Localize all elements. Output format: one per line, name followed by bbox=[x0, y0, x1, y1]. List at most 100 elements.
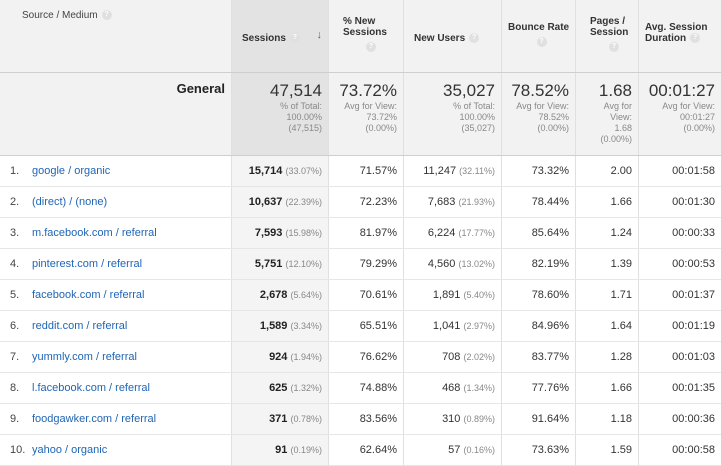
sessions-cell: 7,593 (15.98%) bbox=[231, 218, 328, 248]
source-link[interactable]: yahoo / organic bbox=[32, 444, 108, 456]
header-new-users[interactable]: New Users? bbox=[403, 0, 501, 72]
row-index: 1. bbox=[10, 165, 20, 177]
sessions-value: 924 bbox=[269, 351, 288, 363]
source-cell: 8. l.facebook.com / referral bbox=[0, 373, 231, 403]
source-link[interactable]: m.facebook.com / referral bbox=[32, 227, 157, 239]
table-row: 3. m.facebook.com / referral 7,593 (15.98%… bbox=[0, 218, 721, 249]
bounce-rate-cell: 78.60% bbox=[501, 280, 575, 310]
help-icon[interactable]: ? bbox=[609, 42, 619, 52]
bounce-rate-cell: 85.64% bbox=[501, 218, 575, 248]
sessions-percent: (33.07%) bbox=[285, 166, 322, 176]
header-source[interactable]: Source / Medium? bbox=[0, 0, 231, 72]
new-users-cell: 4,560 (13.02%) bbox=[403, 249, 501, 279]
help-icon[interactable]: ? bbox=[366, 42, 376, 52]
sessions-cell: 371 (0.78%) bbox=[231, 404, 328, 434]
summary-new-users-l1: % of Total: bbox=[453, 101, 495, 111]
summary-duration-l2: 00:01:27 bbox=[679, 112, 715, 122]
new-users-value: 11,247 bbox=[423, 165, 457, 177]
summary-pages: 1.68 Avg for View: 1.68 (0.00%) bbox=[575, 73, 638, 155]
pages-session-cell: 1.39 bbox=[575, 249, 638, 279]
sessions-percent: (0.19%) bbox=[290, 445, 322, 455]
summary-bounce-l3: (0.00%) bbox=[537, 123, 569, 133]
bounce-rate-cell: 91.64% bbox=[501, 404, 575, 434]
summary-sessions-l2: 100.00% bbox=[286, 112, 322, 122]
sessions-cell: 5,751 (12.10%) bbox=[231, 249, 328, 279]
header-pages-session[interactable]: Pages / Session ? bbox=[575, 0, 638, 72]
sessions-percent: (22.39%) bbox=[285, 197, 322, 207]
table-row: 4. pinterest.com / referral 5,751 (12.10%)… bbox=[0, 249, 721, 280]
summary-bounce-value: 78.52% bbox=[511, 81, 569, 100]
summary-pages-l1: Avg for bbox=[603, 101, 632, 111]
sessions-percent: (1.94%) bbox=[290, 352, 322, 362]
summary-new-sessions-l3: (0.00%) bbox=[365, 123, 397, 133]
help-icon[interactable]: ? bbox=[536, 37, 547, 47]
help-icon[interactable]: ? bbox=[469, 33, 480, 44]
header-sessions[interactable]: Sessions? ↓ bbox=[231, 0, 328, 72]
new-users-percent: (2.97%) bbox=[463, 321, 495, 331]
table-row: 9. foodgawker.com / referral 371 (0.78%) 83… bbox=[0, 404, 721, 435]
source-cell: 4. pinterest.com / referral bbox=[0, 249, 231, 279]
table-body: 1. google / organic 15,714 (33.07%) 71.57% 1… bbox=[0, 156, 721, 466]
summary-sessions-value: 47,514 bbox=[270, 81, 322, 100]
help-icon[interactable]: ? bbox=[101, 10, 112, 21]
row-index: 9. bbox=[10, 413, 20, 425]
pages-session-cell: 1.71 bbox=[575, 280, 638, 310]
sessions-percent: (1.32%) bbox=[290, 383, 322, 393]
new-users-percent: (0.16%) bbox=[463, 445, 495, 455]
avg-duration-cell: 00:01:35 bbox=[638, 373, 721, 403]
sort-descending-icon[interactable]: ↓ bbox=[316, 29, 323, 41]
source-link[interactable]: facebook.com / referral bbox=[32, 289, 145, 301]
help-icon[interactable]: ? bbox=[690, 33, 701, 44]
help-icon[interactable]: ? bbox=[289, 33, 300, 44]
row-index: 10. bbox=[10, 444, 26, 456]
new-sessions-cell: 81.97% bbox=[328, 218, 403, 248]
sessions-cell: 924 (1.94%) bbox=[231, 342, 328, 372]
row-index: 3. bbox=[10, 227, 20, 239]
avg-duration-cell: 00:01:03 bbox=[638, 342, 721, 372]
bounce-rate-cell: 83.77% bbox=[501, 342, 575, 372]
bounce-rate-cell: 78.44% bbox=[501, 187, 575, 217]
sessions-value: 625 bbox=[269, 382, 288, 394]
header-new-sessions[interactable]: % New Sessions ? bbox=[328, 0, 403, 72]
new-users-percent: (17.77%) bbox=[458, 228, 495, 238]
sessions-value: 5,751 bbox=[254, 258, 283, 270]
new-users-value: 468 bbox=[442, 382, 461, 394]
summary-new-users-l3: (35,027) bbox=[461, 123, 495, 133]
new-users-value: 57 bbox=[448, 444, 461, 456]
new-sessions-cell: 83.56% bbox=[328, 404, 403, 434]
source-link[interactable]: foodgawker.com / referral bbox=[32, 413, 157, 425]
sessions-cell: 15,714 (33.07%) bbox=[231, 156, 328, 186]
source-link[interactable]: yummly.com / referral bbox=[32, 351, 137, 363]
header-bounce-rate[interactable]: Bounce Rate ? bbox=[501, 0, 575, 72]
sessions-value: 15,714 bbox=[248, 165, 283, 177]
header-avg-duration[interactable]: Avg. Session Duration? bbox=[638, 0, 721, 72]
header-new-users-label: New Users bbox=[414, 33, 466, 44]
source-link[interactable]: (direct) / (none) bbox=[32, 196, 108, 208]
source-cell: 3. m.facebook.com / referral bbox=[0, 218, 231, 248]
new-users-value: 6,224 bbox=[427, 227, 456, 239]
sessions-value: 1,589 bbox=[259, 320, 288, 332]
source-link[interactable]: google / organic bbox=[32, 165, 111, 177]
source-link[interactable]: pinterest.com / referral bbox=[32, 258, 143, 270]
source-link[interactable]: l.facebook.com / referral bbox=[32, 382, 150, 394]
header-bounce-rate-label: Bounce Rate bbox=[508, 22, 570, 33]
source-link[interactable]: reddit.com / referral bbox=[32, 320, 128, 332]
sessions-cell: 1,589 (3.34%) bbox=[231, 311, 328, 341]
new-sessions-cell: 65.51% bbox=[328, 311, 403, 341]
row-index: 7. bbox=[10, 351, 20, 363]
summary-sessions-l3: (47,515) bbox=[288, 123, 322, 133]
new-users-percent: (32.11%) bbox=[459, 166, 495, 176]
avg-duration-cell: 00:00:53 bbox=[638, 249, 721, 279]
summary-new-sessions-l1: Avg for View: bbox=[344, 101, 397, 111]
sessions-value: 91 bbox=[275, 444, 288, 456]
new-users-percent: (2.02%) bbox=[463, 352, 495, 362]
bounce-rate-cell: 82.19% bbox=[501, 249, 575, 279]
pages-session-cell: 1.66 bbox=[575, 373, 638, 403]
source-cell: 7. yummly.com / referral bbox=[0, 342, 231, 372]
sessions-cell: 2,678 (5.64%) bbox=[231, 280, 328, 310]
new-users-cell: 708 (2.02%) bbox=[403, 342, 501, 372]
new-users-percent: (21.93%) bbox=[458, 197, 495, 207]
sessions-value: 2,678 bbox=[259, 289, 288, 301]
summary-duration-value: 00:01:27 bbox=[648, 81, 715, 100]
